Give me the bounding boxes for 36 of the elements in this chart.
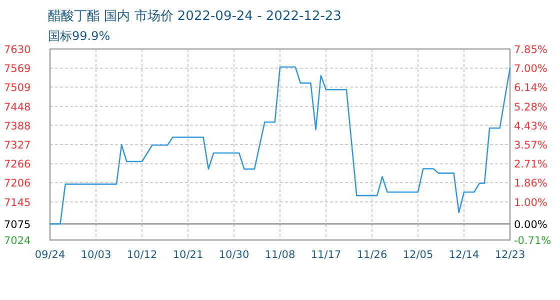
y-tick-label: 7509 — [4, 82, 31, 94]
y2-tick-label: 3.57% — [514, 140, 548, 152]
y2-tick-label: 7.85% — [514, 44, 548, 56]
y-tick-label: 7388 — [4, 120, 31, 132]
line-series — [49, 66, 511, 225]
x-tick-label: 12/05 — [402, 249, 434, 261]
x-tick-label: 10/30 — [218, 249, 250, 261]
x-tick-label: 09/24 — [34, 249, 66, 261]
y-tick-label: 7024 — [4, 235, 32, 247]
x-tick-label: 11/26 — [356, 249, 388, 261]
x-tick-label: 10/21 — [172, 249, 204, 261]
y2-tick-label: 4.43% — [514, 120, 548, 132]
y2-tick-label: 5.28% — [514, 101, 548, 114]
y-tick-label: 7206 — [4, 178, 32, 190]
y-tick-label: 7448 — [4, 101, 31, 114]
y-tick-label: 7327 — [4, 140, 31, 152]
y2-tick-label: 2.71% — [514, 158, 548, 171]
y2-tick-label: -0.71% — [514, 235, 552, 247]
y2-tick-label: 1.00% — [514, 196, 548, 209]
y2-tick-label: 7.00% — [514, 62, 548, 75]
x-tick-label: 11/17 — [310, 249, 342, 261]
y-tick-label: 7266 — [4, 158, 32, 171]
y2-tick-label: 6.14% — [514, 82, 548, 94]
x-tick-label: 10/12 — [126, 249, 158, 261]
y-tick-label: 7075 — [4, 218, 31, 231]
x-tick-label: 10/03 — [80, 249, 112, 261]
x-tick-label: 12/14 — [448, 249, 480, 261]
y2-tick-label: 0.00% — [514, 219, 548, 232]
chart-title: 醋酸丁酯 国内 市场价 2022-09-24 - 2022-12-23 — [48, 9, 342, 24]
y-tick-label: 7630 — [4, 44, 31, 56]
x-tick-label: 11/08 — [264, 249, 296, 261]
x-tick-label: 12/23 — [494, 249, 526, 261]
y-tick-label: 7145 — [4, 196, 31, 209]
y-tick-label: 7569 — [4, 63, 31, 76]
y2-tick-label: 1.86% — [514, 178, 548, 190]
chart-subtitle: 国标99.9% — [48, 29, 110, 43]
